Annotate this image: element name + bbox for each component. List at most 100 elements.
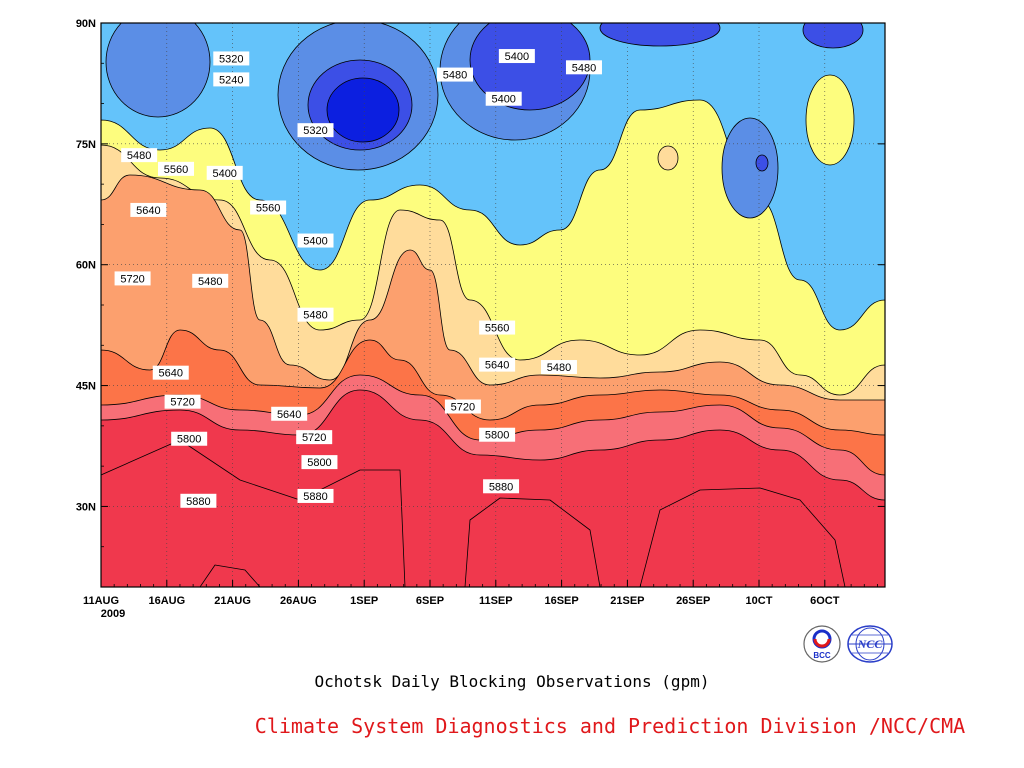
contour-label-2: 5480 [127,150,151,162]
contour-label-bg-13 [297,123,334,138]
contour-label-19: 5880 [303,491,327,503]
contour-label-bg-17 [296,430,333,445]
contour-label-4: 5640 [136,205,160,217]
contour-label-8: 5480 [198,276,222,288]
contour-label-bg-16 [271,406,308,421]
contour-label-bg-12 [180,493,217,508]
contour-label-bg-27 [479,427,516,442]
x-tick-label-5: 6SEP [416,595,444,607]
contour-label-bg-1 [213,72,250,87]
contour-label-bg-5 [114,271,151,286]
contour-label-21: 5400 [505,51,529,63]
y-tick-label-0: 30N [76,501,96,513]
cold-cell-east [721,117,779,219]
contour-label-bg-19 [297,488,334,503]
contour-label-bg-8 [192,273,229,288]
bcc-logo: BCC [803,625,841,663]
x-tick-label-11: 6OCT [810,595,840,607]
grid-lines [100,23,885,587]
contour-label-27: 5800 [485,430,509,442]
contour-label-12: 5880 [186,496,210,508]
svg-text:NCC: NCC [857,637,884,651]
contour-label-25: 5640 [485,360,509,372]
ncc-logo: NCC [847,625,893,663]
contour-label-11: 5800 [177,434,201,446]
contour-label-5: 5720 [120,273,144,285]
contour-label-10: 5720 [170,397,194,409]
contour-label-bg-20 [437,67,474,82]
contour-label-15: 5480 [303,310,327,322]
contour-label-bg-0 [213,51,250,66]
x-tick-label-7: 16SEP [544,595,578,607]
contour-label-bg-3 [158,161,195,176]
contour-label-7: 5560 [256,203,280,215]
warm-cell-1 [464,497,601,587]
contour-label-17: 5720 [302,432,326,444]
contour-label-3: 5560 [164,164,188,176]
contour-label-28: 5880 [489,481,513,493]
x-tick-label-1: 16AUG [148,595,185,607]
contour-label-6: 5400 [212,168,236,180]
contour-label-20: 5480 [443,70,467,82]
x-tick-label-0: 11AUG [83,595,119,607]
contour-label-bg-2 [121,148,158,163]
contour-label-29: 5480 [547,362,571,374]
cold-cell-center-core [469,23,591,111]
cold-cell-west [105,23,211,118]
contour-label-bg-25 [479,357,516,372]
credit-line: Climate System Diagnostics and Predictio… [254,714,966,738]
contour-label-bg-23 [565,60,602,75]
warm-pocket-5560 [657,145,679,171]
x-tick-label-8: 21SEP [610,595,644,607]
contour-label-bg-29 [540,360,577,375]
contour-label-0: 5320 [219,53,243,65]
contour-label-23: 5480 [572,62,596,74]
contour-label-bg-11 [171,431,208,446]
x-tick-label-3: 26AUG [280,595,317,607]
contour-label-bg-14 [297,233,334,248]
x-tick-label-2: 21AUG [214,595,251,607]
y-tick-label-1: 45N [76,381,96,393]
contour-label-bg-24 [479,320,516,335]
contour-label-13: 5320 [303,125,327,137]
y-tick-label-3: 75N [76,139,96,151]
contour-labels: 5320524054805560564057205400556054805640… [114,49,602,508]
x-tick-label-4: 1SEP [350,595,378,607]
contour-label-26: 5720 [451,402,475,414]
contour-label-bg-18 [301,455,338,470]
contour-label-14: 5400 [303,236,327,248]
warm-pocket-ne [805,74,855,166]
contour-label-bg-21 [498,49,535,64]
svg-text:BCC: BCC [813,651,831,660]
warm-cell-3 [199,564,261,587]
contour-label-bg-7 [250,200,287,215]
contour-label-1: 5240 [219,74,243,86]
cold-cell-ne [802,23,864,49]
cold-cell-top [599,23,721,47]
y-tick-label-4: 90N [76,18,96,30]
contour-label-bg-6 [206,165,243,180]
contour-label-16: 5640 [277,409,301,421]
contour-label-bg-4 [130,202,167,217]
y-tick-label-2: 60N [76,260,96,272]
warm-cell-2 [639,487,846,587]
x-tick-label-10: 10CT [746,595,773,607]
x-tick-label-6: 11SEP [479,595,513,607]
contour-label-9: 5640 [159,368,183,380]
x-tick-label-9: 26SEP [676,595,710,607]
contour-label-22: 5400 [491,94,515,106]
contour-field [101,23,885,587]
contour-label-bg-15 [297,307,334,322]
contour-label-bg-9 [152,365,189,380]
cold-cell-east-core [755,154,769,172]
contour-label-bg-22 [485,91,522,106]
y-axis: 30N 45N 60N 75N 90N [76,18,885,548]
chart-subtitle: Ochotsk Daily Blocking Observations (gpm… [314,672,710,691]
contour-label-bg-26 [444,399,481,414]
contour-label-24: 5560 [485,323,509,335]
contour-label-bg-28 [483,479,520,494]
contour-label-18: 5800 [307,457,331,469]
x-tick-year: 2009 [101,608,125,620]
